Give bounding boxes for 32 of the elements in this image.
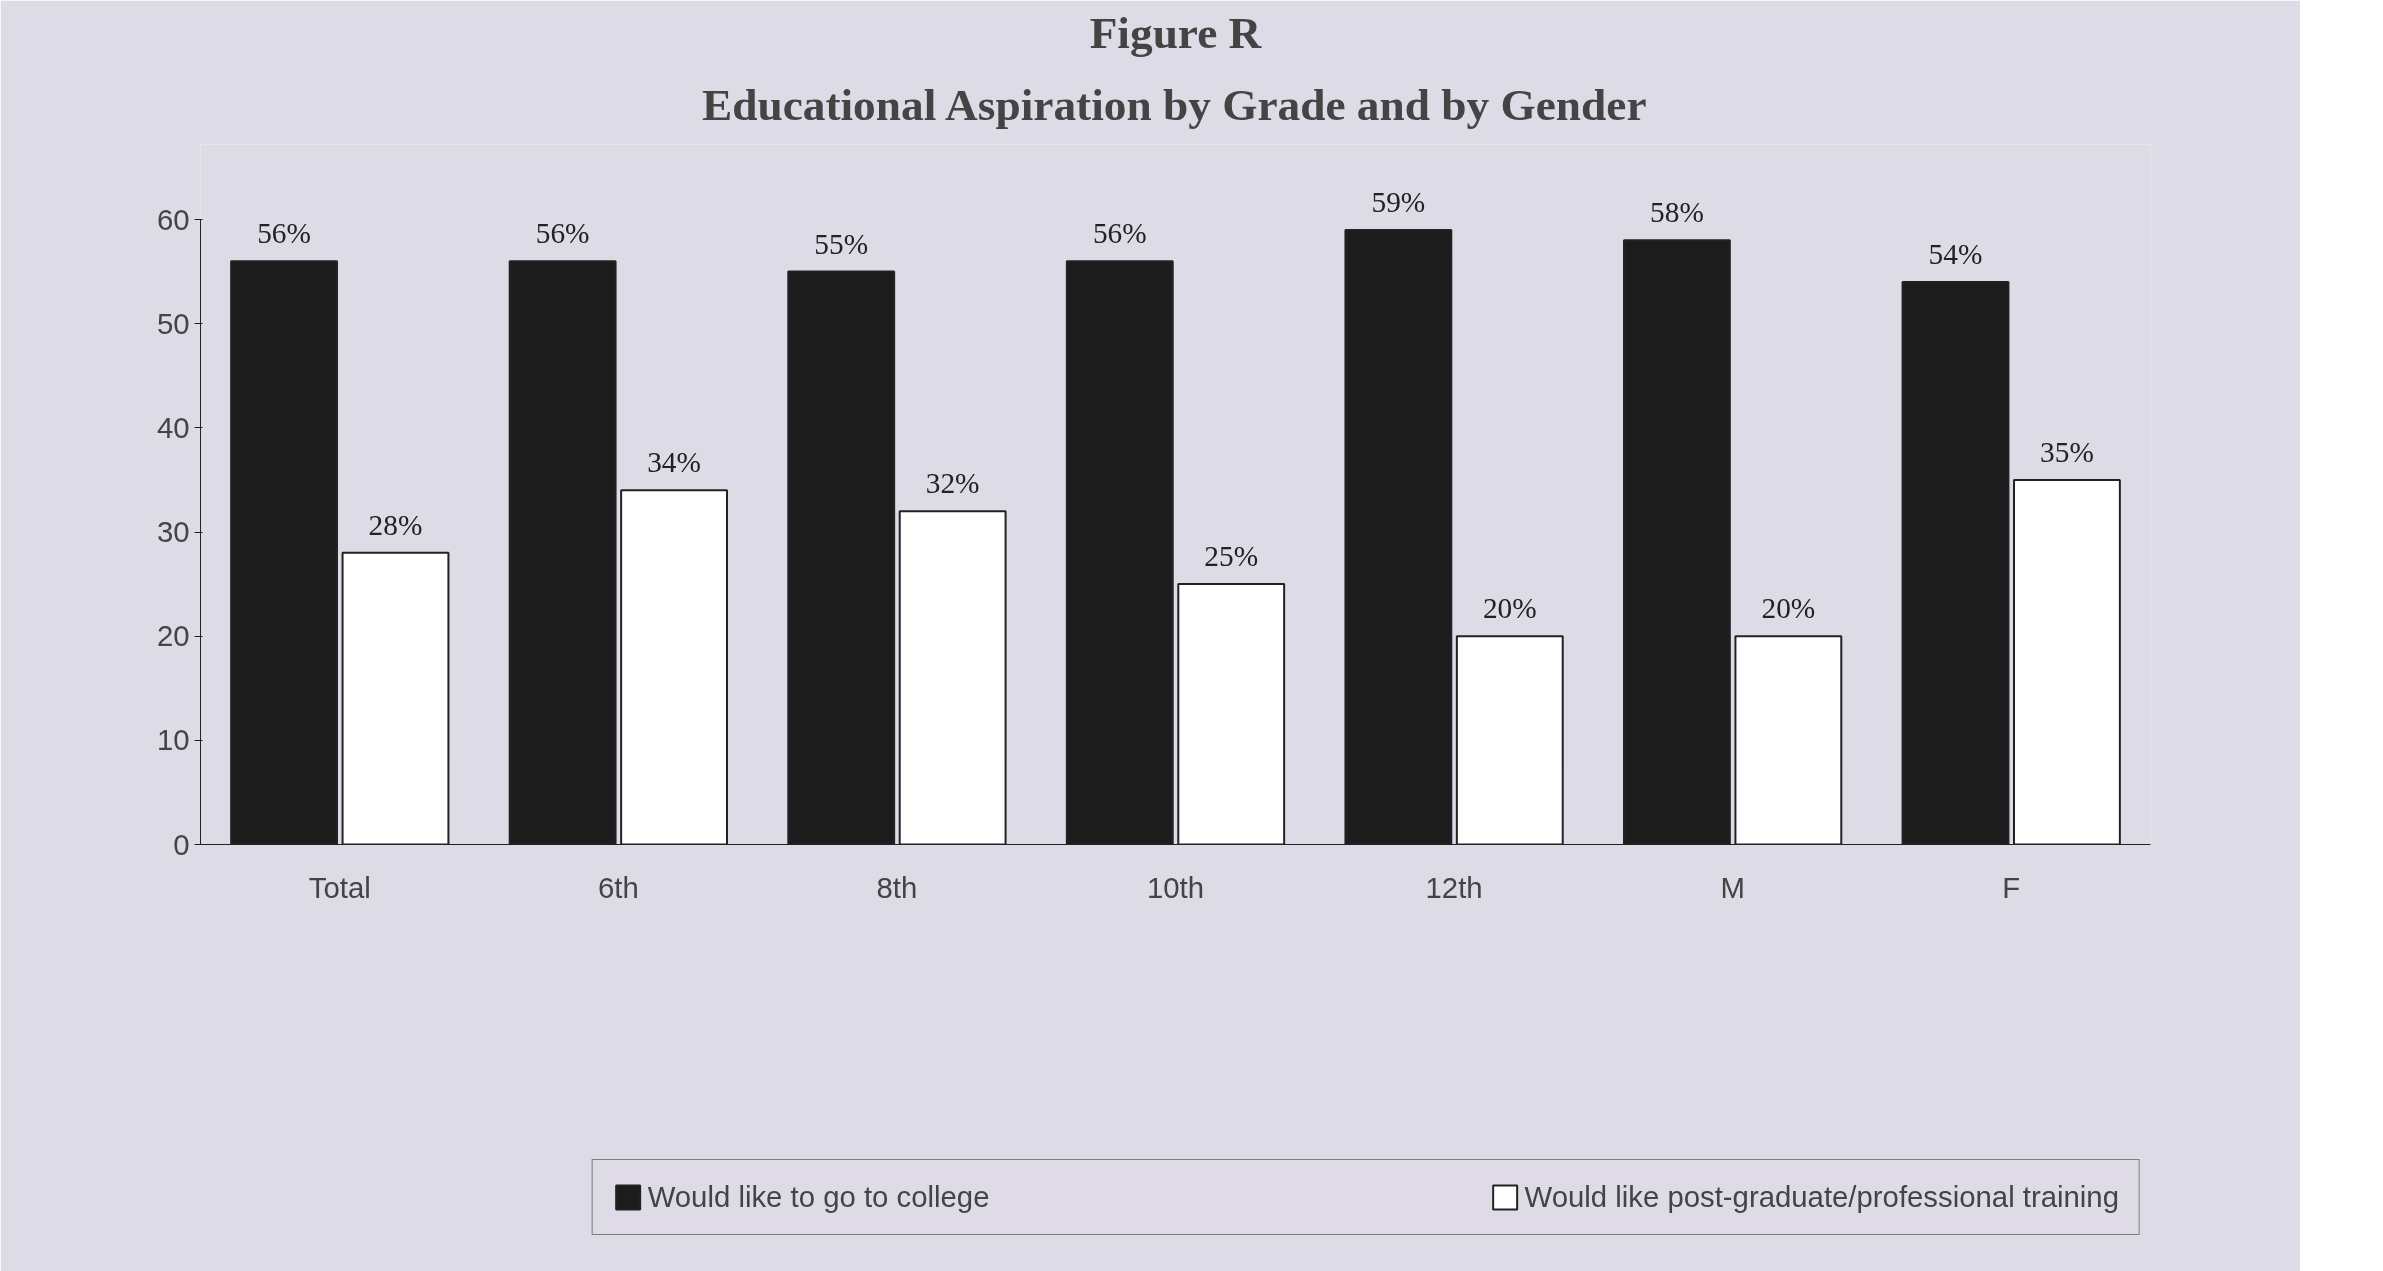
x-tick-label: Total	[308, 870, 371, 904]
x-tick-label: 8th	[876, 870, 918, 904]
data-label: 56%	[257, 217, 311, 250]
x-tick-label: 6th	[597, 870, 639, 904]
data-label: 56%	[1092, 217, 1147, 250]
chart-title: Figure R	[1089, 7, 1263, 58]
data-label: 56%	[535, 217, 590, 250]
data-label: 20%	[1482, 592, 1537, 625]
data-label: 55%	[814, 227, 869, 260]
x-tick-label: 12th	[1425, 870, 1483, 904]
y-tick-label: 50	[156, 306, 190, 340]
y-tick-label: 10	[156, 723, 190, 757]
x-tick-label: 10th	[1146, 870, 1205, 904]
data-label: 58%	[1650, 196, 1704, 229]
data-label: 32%	[925, 467, 980, 500]
legend-label: Would like to go to college	[647, 1180, 990, 1214]
chart-subtitle: Educational Aspiration by Grade and by Gender	[702, 79, 1647, 130]
data-label: 35%	[2040, 435, 2094, 468]
y-tick-label: 40	[156, 410, 190, 444]
y-tick-label: 0	[173, 827, 190, 861]
x-tick-label: F	[2002, 870, 2021, 904]
data-label: 28%	[368, 508, 423, 541]
data-label: 59%	[1371, 185, 1426, 218]
legend-label: Would like post-graduate/professional training	[1524, 1180, 2119, 1214]
data-label: 34%	[647, 446, 701, 479]
y-tick-label: 20	[156, 619, 190, 653]
data-label: 54%	[1928, 238, 1983, 270]
x-tick-label: M	[1720, 870, 1745, 904]
data-label: 20%	[1761, 592, 1816, 625]
data-label: 25%	[1204, 540, 1259, 573]
y-tick-label: 30	[156, 515, 190, 548]
y-tick-label: 60	[156, 202, 190, 236]
